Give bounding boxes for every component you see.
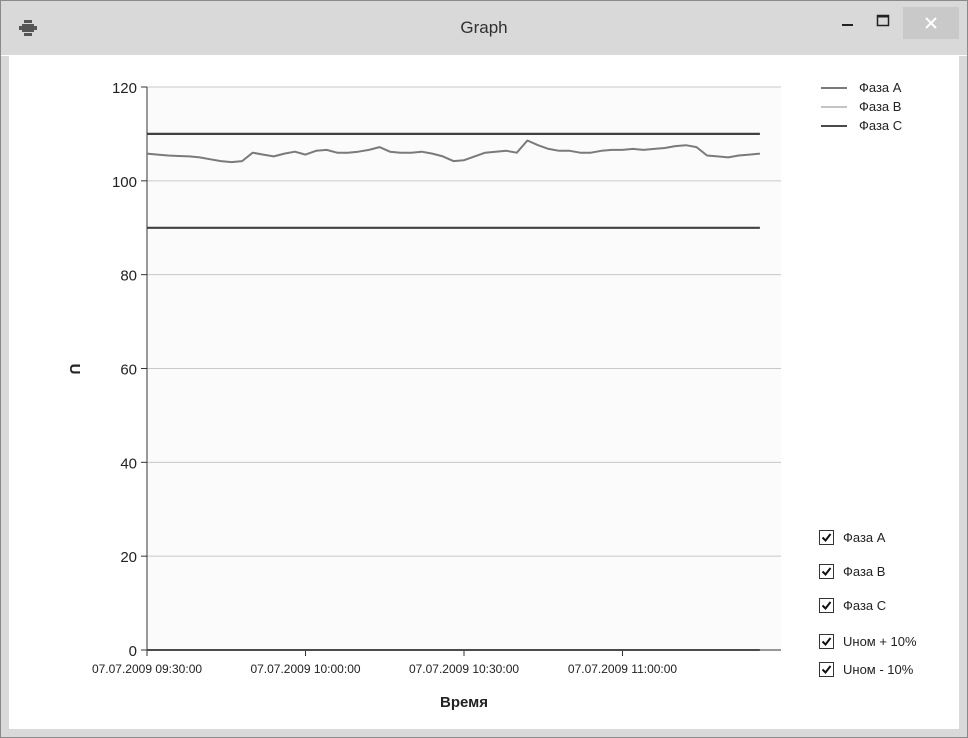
checkbox-label: Фаза А xyxy=(843,530,886,545)
maximize-button[interactable] xyxy=(867,7,899,39)
legend-item-phase-c: Фаза С xyxy=(819,117,939,136)
checkbox-phase-c[interactable]: Фаза С xyxy=(819,597,949,617)
checkbox-label: Uном + 10% xyxy=(843,634,917,649)
checkbox-phase-b[interactable]: Фаза В xyxy=(819,563,949,583)
checkbox-box[interactable] xyxy=(819,598,834,613)
chart-legend: Фаза А Фаза В Фаза С xyxy=(819,79,939,136)
checkbox-phase-a[interactable]: Фаза А xyxy=(819,529,949,549)
series-line-phase-a xyxy=(146,139,760,164)
minimize-icon xyxy=(842,24,853,26)
checkbox-label: Фаза С xyxy=(843,598,887,613)
legend-swatch xyxy=(821,106,847,108)
series-toggle-panel: Фаза А Фаза В Фаза С Uном + 10% Uном - 1… xyxy=(819,529,949,677)
checkbox-unom-minus-10[interactable]: Uном - 10% xyxy=(819,661,949,681)
y-axis-label: U xyxy=(66,364,83,375)
title-bar[interactable]: Graph xyxy=(1,1,967,55)
checkbox-box[interactable] xyxy=(819,634,834,649)
y-tick-label: 20 xyxy=(120,549,137,566)
checkmark-icon xyxy=(821,567,832,577)
legend-item-phase-a: Фаза А xyxy=(819,79,939,98)
checkbox-box[interactable] xyxy=(819,564,834,579)
y-tick-label: 60 xyxy=(120,362,137,379)
checkmark-icon xyxy=(821,601,832,611)
legend-swatch xyxy=(821,87,847,89)
app-gear-icon[interactable] xyxy=(18,18,38,38)
legend-item-phase-b: Фаза В xyxy=(819,98,939,117)
y-tick-label: 120 xyxy=(112,80,137,97)
legend-label: Фаза В xyxy=(859,99,902,114)
legend-swatch xyxy=(821,125,847,127)
legend-label: Фаза С xyxy=(859,118,903,133)
close-icon xyxy=(925,17,937,29)
x-tick-label: 07.07.2009 10:30:00 xyxy=(409,662,519,676)
close-button[interactable] xyxy=(903,7,959,39)
checkbox-box[interactable] xyxy=(819,662,834,677)
window-title: Graph xyxy=(460,18,508,37)
y-tick-label: 100 xyxy=(112,174,137,191)
maximize-icon xyxy=(876,14,890,27)
y-tick-label: 80 xyxy=(120,268,137,285)
y-tick-label: 0 xyxy=(129,643,137,660)
x-tick-label: 07.07.2009 11:00:00 xyxy=(568,662,678,676)
window-frame-left xyxy=(1,56,9,737)
checkmark-icon xyxy=(821,533,832,543)
minimize-button[interactable] xyxy=(833,7,863,39)
checkbox-box[interactable] xyxy=(819,530,834,545)
checkbox-unom-plus-10[interactable]: Uном + 10% xyxy=(819,633,949,653)
x-tick-label: 07.07.2009 10:00:00 xyxy=(250,662,360,676)
x-tick-label: 07.07.2009 09:30:00 xyxy=(92,662,202,676)
legend-label: Фаза А xyxy=(859,80,902,95)
checkmark-icon xyxy=(821,637,832,647)
checkmark-icon xyxy=(821,665,832,675)
window-frame-bottom xyxy=(1,729,967,737)
checkbox-label: Фаза В xyxy=(843,564,886,579)
window-frame-right xyxy=(959,56,967,737)
checkbox-label: Uном - 10% xyxy=(843,662,914,677)
x-axis-label: Время xyxy=(440,694,488,711)
y-tick-label: 40 xyxy=(120,455,137,472)
